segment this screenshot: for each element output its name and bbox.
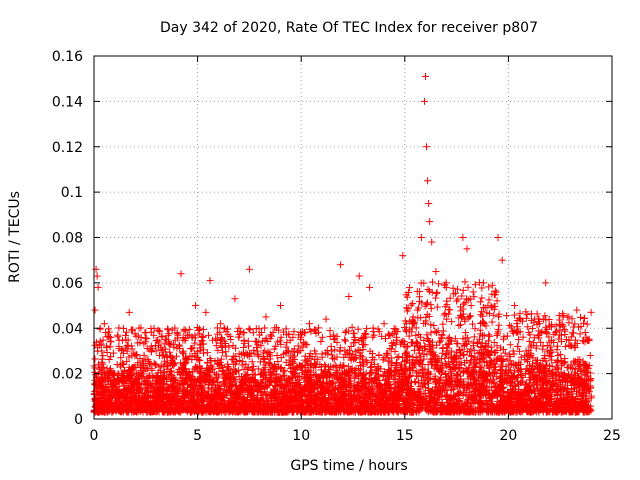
data-point — [165, 329, 173, 337]
data-point — [457, 321, 465, 329]
data-point — [222, 348, 230, 356]
data-point — [464, 283, 472, 291]
data-point — [479, 312, 487, 320]
data-point — [439, 344, 447, 352]
data-point — [490, 311, 498, 319]
data-point — [430, 321, 438, 329]
data-point — [476, 364, 484, 372]
data-point — [245, 325, 253, 333]
data-point — [341, 329, 349, 337]
data-point — [342, 337, 350, 345]
data-point — [140, 351, 148, 359]
data-point — [420, 336, 428, 344]
grid-lines — [94, 56, 612, 419]
data-point — [348, 323, 356, 331]
data-point — [439, 327, 447, 335]
data-point — [235, 324, 243, 332]
data-point — [478, 294, 486, 302]
data-point — [212, 335, 220, 343]
data-point — [189, 367, 197, 375]
data-point — [115, 324, 123, 332]
data-point — [209, 336, 217, 344]
data-point — [106, 343, 114, 351]
data-point — [360, 340, 368, 348]
data-point — [455, 321, 463, 329]
data-point — [253, 337, 261, 345]
data-point — [240, 365, 248, 373]
data-point — [317, 337, 325, 345]
data-point — [393, 360, 401, 368]
chart-title: Day 342 of 2020, Rate Of TEC Index for r… — [160, 20, 538, 36]
data-point — [105, 325, 113, 333]
data-point — [329, 354, 337, 362]
data-point — [327, 342, 335, 350]
data-point — [439, 320, 447, 328]
data-point — [118, 336, 126, 344]
data-point — [336, 347, 344, 355]
data-point — [225, 343, 233, 351]
data-point — [477, 311, 485, 319]
data-point — [294, 348, 302, 356]
data-points — [90, 72, 595, 416]
data-point — [91, 355, 99, 363]
data-point — [164, 325, 172, 333]
data-point — [467, 352, 475, 360]
data-point — [99, 352, 107, 360]
data-point — [103, 344, 111, 352]
data-point — [318, 333, 326, 341]
data-point — [137, 324, 145, 332]
y-axis-label: ROTI / TECUs — [7, 191, 23, 283]
data-point — [261, 324, 269, 332]
data-point — [154, 326, 162, 334]
data-point — [330, 335, 338, 343]
data-point — [431, 327, 439, 335]
data-point — [141, 338, 149, 346]
data-point — [459, 286, 467, 294]
data-point — [406, 284, 414, 292]
data-point — [222, 352, 230, 360]
data-point — [488, 318, 496, 326]
data-point — [461, 278, 469, 286]
data-point — [493, 332, 501, 340]
data-point — [341, 336, 349, 344]
data-point — [274, 358, 282, 366]
data-point — [485, 283, 493, 291]
data-point — [94, 360, 102, 368]
data-point — [318, 350, 326, 358]
data-point — [354, 325, 362, 333]
data-point — [217, 355, 225, 363]
data-point — [114, 331, 122, 339]
data-point — [103, 349, 111, 357]
data-point — [423, 331, 431, 339]
data-point — [393, 354, 401, 362]
x-axis-label: GPS time / hours — [290, 458, 407, 474]
data-point — [433, 303, 441, 311]
data-point — [485, 331, 493, 339]
data-point — [363, 325, 371, 333]
